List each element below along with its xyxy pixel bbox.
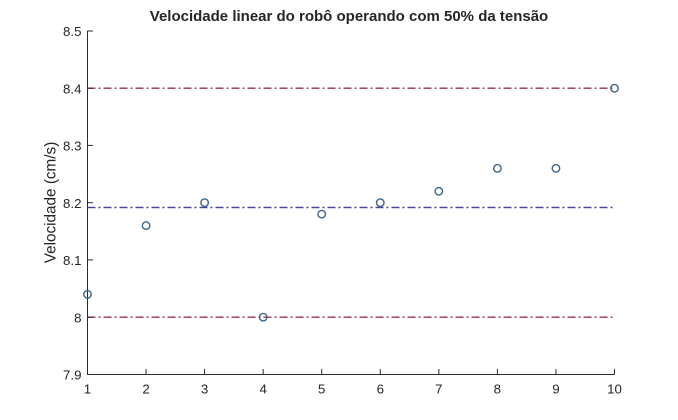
svg-text:8.4: 8.4 — [63, 81, 82, 96]
svg-text:8.1: 8.1 — [63, 253, 82, 268]
svg-text:3: 3 — [201, 381, 208, 396]
svg-text:8: 8 — [74, 310, 81, 325]
svg-text:6: 6 — [377, 381, 384, 396]
svg-text:5: 5 — [318, 381, 325, 396]
svg-text:8.5: 8.5 — [63, 24, 82, 39]
svg-text:1: 1 — [84, 381, 91, 396]
svg-text:Velocidade linear do robô oper: Velocidade linear do robô operando com 5… — [150, 8, 548, 25]
svg-text:9: 9 — [552, 381, 559, 396]
svg-text:8: 8 — [494, 381, 501, 396]
svg-text:8.3: 8.3 — [63, 139, 82, 154]
svg-text:7: 7 — [435, 381, 442, 396]
svg-text:10: 10 — [607, 381, 622, 396]
svg-text:7.9: 7.9 — [63, 368, 82, 383]
svg-text:2: 2 — [142, 381, 149, 396]
svg-text:Velocidade (cm/s): Velocidade (cm/s) — [43, 142, 60, 264]
svg-text:4: 4 — [259, 381, 266, 396]
svg-text:8.2: 8.2 — [63, 196, 82, 211]
